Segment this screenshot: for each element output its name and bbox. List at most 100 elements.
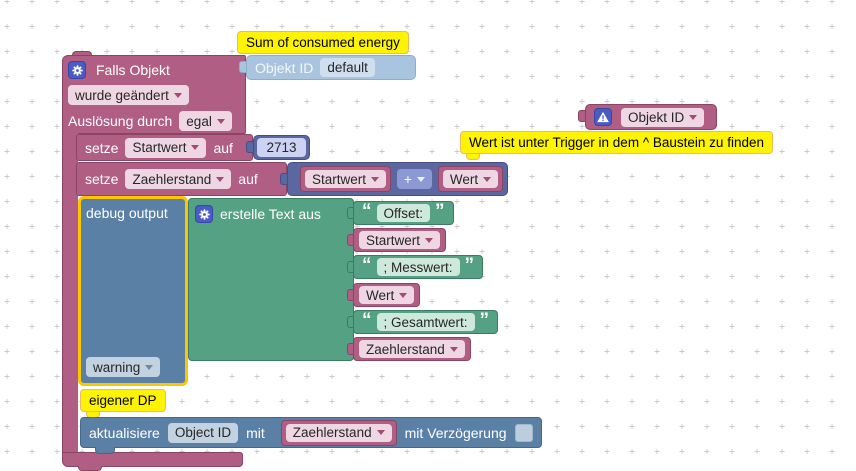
grid-dot: + — [778, 271, 786, 283]
grid-dot: + — [528, 171, 536, 183]
variable-dropdown[interactable]: Zaehlerstand — [285, 423, 392, 442]
set-zaehlerstand-block[interactable]: setze Zaehlerstand auf — [76, 162, 287, 196]
operator-dropdown[interactable]: + — [397, 169, 432, 189]
grid-dot: + — [678, 21, 686, 33]
math-left-variable-block[interactable]: Startwert — [300, 166, 392, 192]
grid-dot: + — [803, 121, 811, 133]
grid-dot: + — [28, 0, 36, 8]
create-text-block[interactable]: erstelle Text aus — [188, 198, 354, 361]
grid-dot: + — [628, 396, 636, 408]
comment-trigger-hint[interactable]: Wert ist unter Trigger in dem ^ Baustein… — [460, 131, 773, 154]
grid-dot: + — [703, 196, 711, 208]
grid-dot: + — [603, 71, 611, 83]
gear-icon[interactable] — [68, 61, 86, 79]
grid-dot: + — [603, 346, 611, 358]
variable-dropdown-zaehlerstand[interactable]: Zaehlerstand — [125, 169, 232, 189]
text-field[interactable]: Offset: — [376, 204, 431, 222]
comment-own-dp[interactable]: eigener DP — [80, 389, 166, 412]
text-string-block[interactable]: “ Offset: ” — [353, 201, 454, 225]
grid-dot: + — [453, 71, 461, 83]
debug-output-block[interactable]: debug output warning — [78, 196, 188, 386]
grid-dot: + — [3, 121, 11, 133]
number-value-block[interactable]: 2713 — [253, 135, 310, 160]
grid-dot: + — [553, 421, 561, 433]
grid-dot: + — [278, 121, 286, 133]
warning-object-value: Objekt ID — [628, 109, 685, 125]
grid-dot: + — [453, 296, 461, 308]
grid-dot: + — [753, 371, 761, 383]
trigger-by-dropdown[interactable]: egal — [179, 111, 232, 131]
math-plus-block[interactable]: Startwert + Wert — [287, 162, 508, 196]
grid-dot: + — [803, 0, 811, 8]
gear-icon[interactable] — [195, 205, 213, 223]
update-object-block[interactable]: aktualisiere Object ID mit Zaehlerstand … — [80, 417, 542, 448]
grid-dot: + — [353, 146, 361, 158]
variable-dropdown[interactable]: Zaehlerstand — [359, 340, 465, 358]
set-startwert-block[interactable]: setze Startwert auf — [76, 134, 253, 161]
grid-dot: + — [453, 121, 461, 133]
grid-dot: + — [53, 296, 61, 308]
grid-dot: + — [503, 396, 511, 408]
number-value: 2713 — [266, 140, 297, 155]
grid-dot: + — [28, 446, 36, 458]
grid-dot: + — [703, 446, 711, 458]
grid-dot: + — [753, 421, 761, 433]
variable-block[interactable]: Zaehlerstand — [353, 337, 471, 361]
variable-block[interactable]: Startwert — [353, 228, 447, 252]
grid-dot: + — [753, 21, 761, 33]
variable-block[interactable]: Wert — [353, 283, 421, 307]
warning-objekt-id-block[interactable]: Objekt ID — [585, 104, 717, 130]
text-field[interactable]: ; Gesamtwert: — [376, 313, 475, 331]
grid-dot: + — [528, 0, 536, 8]
grid-dot: + — [3, 296, 11, 308]
delay-checkbox[interactable] — [514, 423, 533, 442]
math-right-variable-block[interactable]: Wert — [437, 166, 504, 192]
grid-dot: + — [228, 396, 236, 408]
warning-object-dropdown[interactable]: Objekt ID — [621, 107, 705, 127]
create-text-label: erstelle Text aus — [220, 206, 321, 222]
variable-dropdown[interactable]: Wert — [442, 170, 499, 188]
grid-dot: + — [703, 396, 711, 408]
grid-dot: + — [528, 71, 536, 83]
variable-dropdown[interactable]: Startwert — [305, 170, 387, 188]
event-dropdown[interactable]: wurde geändert — [68, 85, 189, 105]
grid-dot: + — [28, 171, 36, 183]
update-variable-block[interactable]: Zaehlerstand — [280, 419, 397, 446]
falls-objekt-block[interactable]: Falls Objekt wurde geändert Auslösung du… — [62, 55, 246, 134]
grid-dot: + — [53, 171, 61, 183]
objekt-id-field[interactable]: default — [320, 58, 375, 77]
grid-dot: + — [728, 21, 736, 33]
grid-dot: + — [678, 296, 686, 308]
grid-dot: + — [3, 271, 11, 283]
grid-dot: + — [28, 296, 36, 308]
update-object-id-field[interactable]: Object ID — [167, 422, 239, 443]
grid-dot: + — [828, 71, 836, 83]
variable-dropdown[interactable]: Wert — [359, 286, 415, 304]
debug-level-dropdown[interactable]: warning — [86, 357, 161, 377]
grid-dot: + — [553, 446, 561, 458]
grid-dot: + — [553, 0, 561, 8]
grid-dot: + — [828, 171, 836, 183]
grid-dot: + — [378, 96, 386, 108]
close-quote: ” — [464, 255, 475, 276]
grid-dot: + — [503, 0, 511, 8]
comment-sum[interactable]: Sum of consumed energy — [237, 31, 409, 54]
grid-dot: + — [653, 446, 661, 458]
grid-dot: + — [678, 46, 686, 58]
grid-dot: + — [428, 0, 436, 8]
objekt-id-value: default — [327, 60, 368, 75]
grid-dot: + — [603, 296, 611, 308]
variable-dropdown-startwert[interactable]: Startwert — [125, 137, 207, 158]
grid-dot: + — [778, 196, 786, 208]
number-field[interactable]: 2713 — [257, 138, 306, 157]
grid-dot: + — [828, 271, 836, 283]
text-string-block[interactable]: “ ; Messwert: ” — [353, 255, 484, 279]
variable-dropdown[interactable]: Startwert — [359, 231, 441, 249]
text-string-block[interactable]: “ ; Gesamtwert: ” — [353, 310, 499, 334]
grid-dot: + — [578, 446, 586, 458]
objekt-id-block[interactable]: Objekt ID default — [246, 55, 416, 80]
text-field[interactable]: ; Messwert: — [376, 258, 460, 276]
grid-dot: + — [578, 171, 586, 183]
grid-dot: + — [528, 371, 536, 383]
